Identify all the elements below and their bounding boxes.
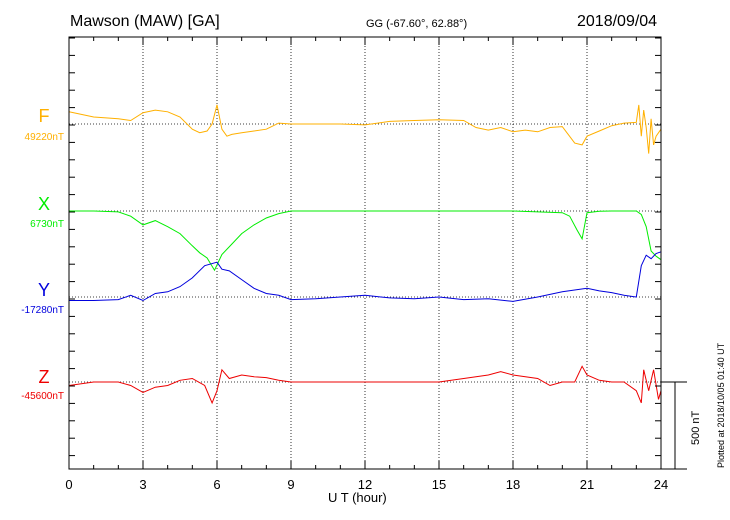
series-line-y <box>69 251 662 302</box>
station-title: Mawson (MAW) [GA] <box>70 13 220 30</box>
x-axis-label: U T (hour) <box>328 490 387 505</box>
x-tick-label: 21 <box>579 477 595 492</box>
x-tick-label: 0 <box>65 477 73 492</box>
x-tick-label: 18 <box>505 477 521 492</box>
series-f-letter: F <box>38 106 50 126</box>
plotted-timestamp: Plotted at 2018/10/05 01:40 UT <box>716 342 726 468</box>
chart-date: 2018/09/04 <box>577 13 658 30</box>
gridlines <box>69 37 661 469</box>
series-line-x <box>69 210 662 272</box>
series-z-letter: Z <box>38 367 50 387</box>
series-group <box>68 104 662 405</box>
x-tick-label: 6 <box>213 477 221 492</box>
series-line-z <box>68 365 662 405</box>
scale-bar <box>661 381 687 470</box>
series-f-baseline-label: 49220nT <box>24 132 64 143</box>
series-x-baseline-label: 6730nT <box>30 219 64 230</box>
station-coordinates: GG (-67.60°, 62.88°) <box>366 18 468 30</box>
x-tick-label: 3 <box>139 477 147 492</box>
x-tick-label: 9 <box>287 477 295 492</box>
x-tick-label: 15 <box>431 477 447 492</box>
tick-marks <box>68 37 662 469</box>
scale-bar-label: 500 nT <box>690 410 702 445</box>
series-y-letter: Y <box>37 280 50 300</box>
series-z-baseline-label: -45600nT <box>21 391 64 402</box>
x-tick-label: 24 <box>653 477 669 492</box>
series-y-baseline-label: -17280nT <box>21 305 64 316</box>
series-line-f <box>68 104 662 154</box>
x-tick-label: 12 <box>357 477 373 492</box>
series-x-letter: X <box>37 194 50 214</box>
